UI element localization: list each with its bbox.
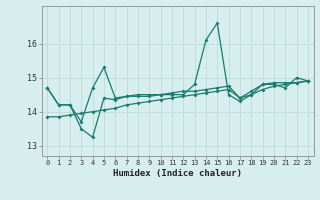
X-axis label: Humidex (Indice chaleur): Humidex (Indice chaleur) <box>113 169 242 178</box>
